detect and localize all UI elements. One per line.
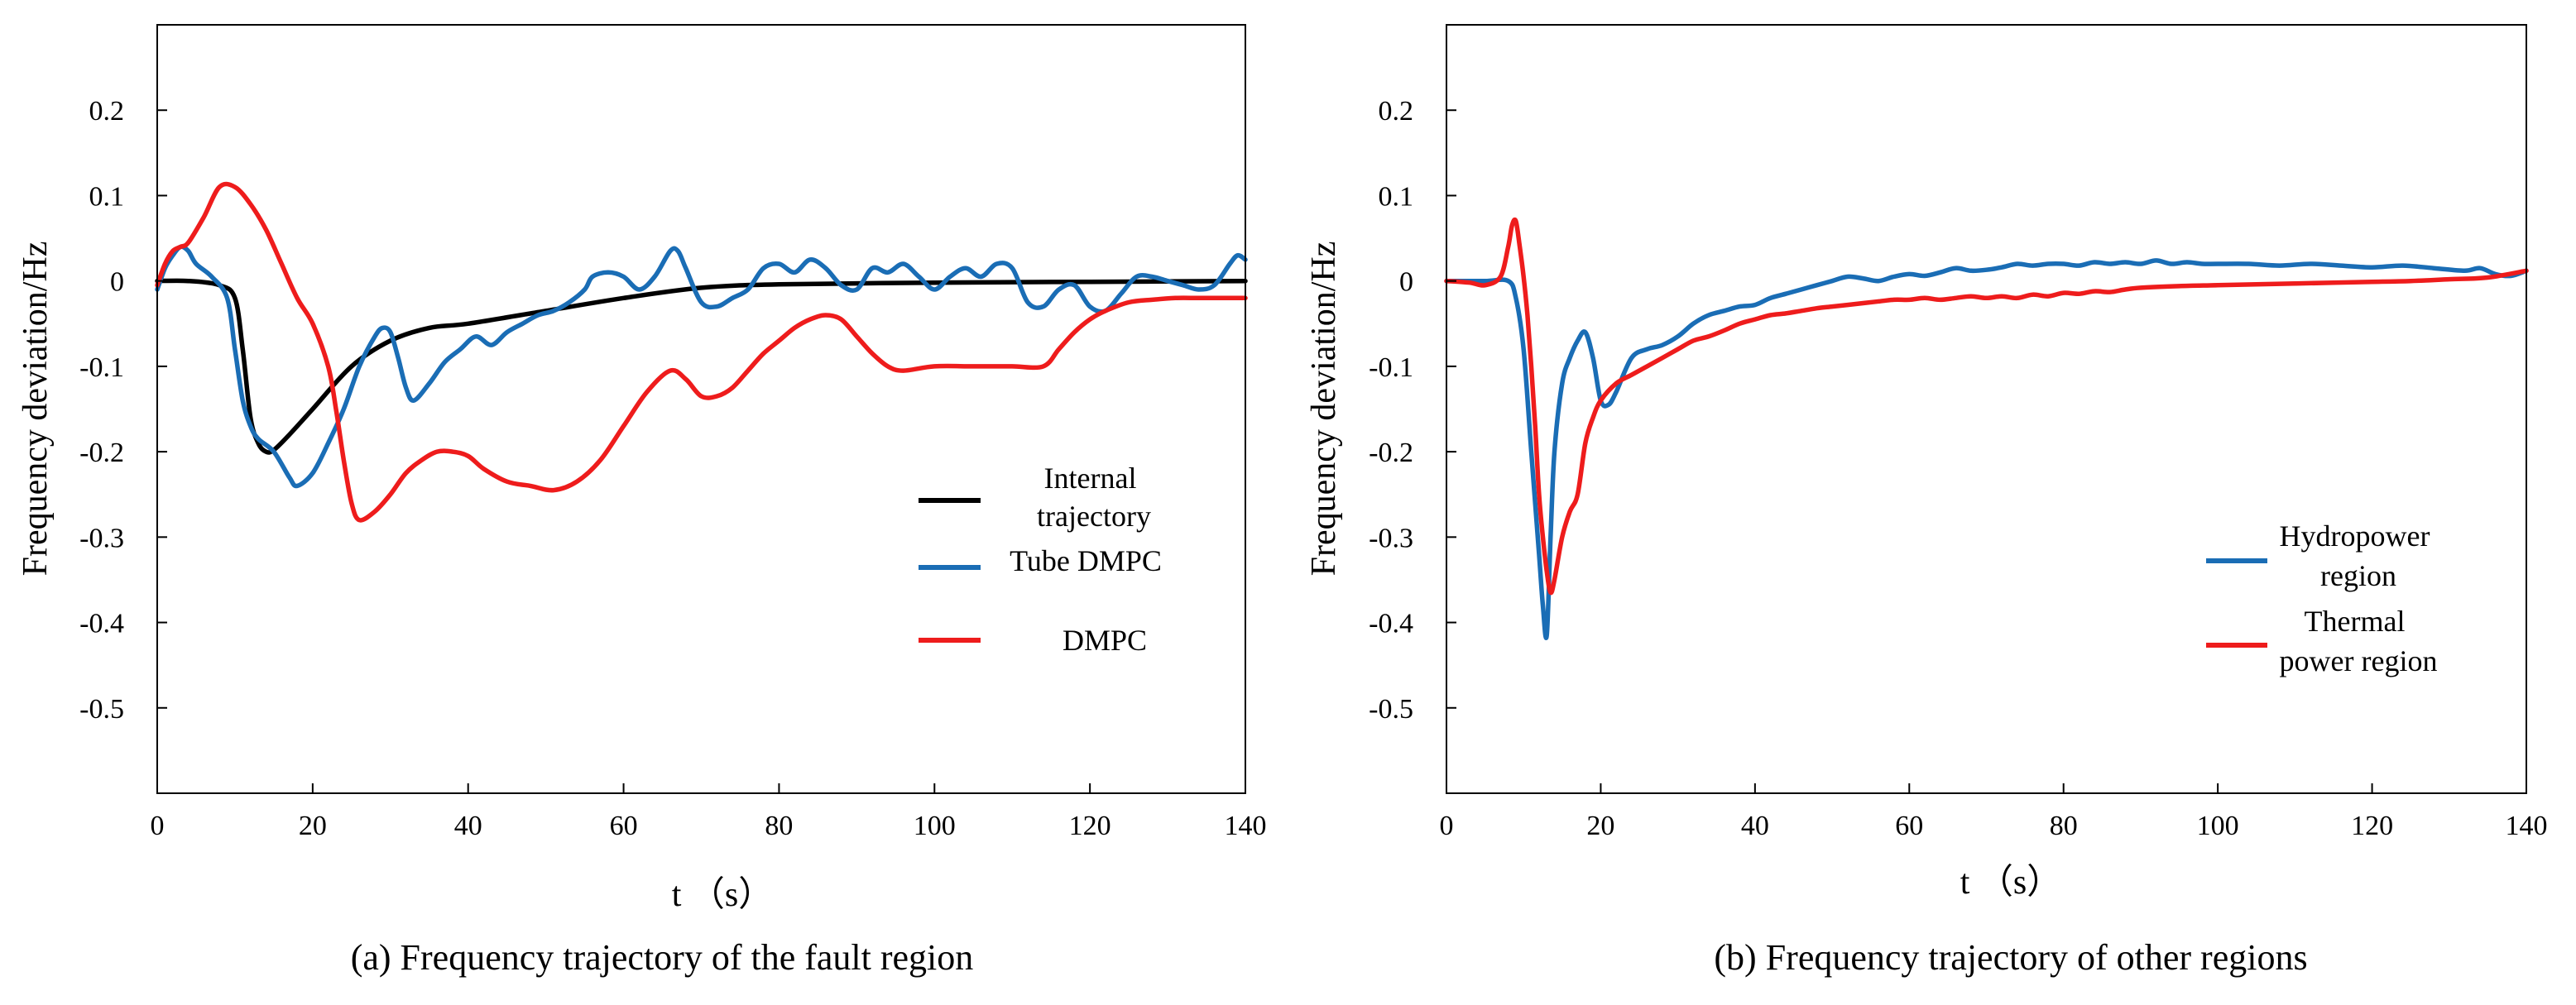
legend-b: Hydropower region Thermal power region [2206, 519, 2437, 677]
x-tick-label: 120 [2351, 811, 2393, 841]
y-tick-label: 0.1 [1379, 181, 1414, 212]
x-tick-label: 140 [1225, 811, 1267, 841]
y-tick-label: -0.3 [1369, 523, 1413, 553]
legend-label-internal: Internal trajectory [1037, 462, 1151, 533]
legend-a: Internal trajectory Tube DMPC DMPC [919, 462, 1162, 657]
x-tick-label: 20 [299, 811, 327, 841]
x-tick-label: 0 [1440, 811, 1454, 841]
x-tick-label: 140 [2506, 811, 2548, 841]
x-tick-label: 60 [610, 811, 638, 841]
x-tick-label: 80 [765, 811, 793, 841]
y-axis-label-b: Frequency deviation/Hz [1305, 242, 1343, 577]
plot-frame-a [156, 24, 1246, 794]
series-line-a-tube-dmpc [155, 244, 1248, 489]
y-tick-label: 0.2 [1379, 96, 1414, 127]
x-tick-label: 100 [2197, 811, 2239, 841]
legend-label-hydropower: Hydropower region [2280, 519, 2438, 592]
legend-label-tube-dmpc: Tube DMPC [1010, 544, 1162, 577]
caption-a: (a) Frequency trajectory of the fault re… [351, 937, 974, 978]
y-tick-label: 0.2 [89, 96, 125, 127]
x-tick-label: 80 [2050, 811, 2078, 841]
y-tick-label: -0.2 [79, 438, 124, 468]
series-line-b-thermal-power-region [1444, 217, 2529, 596]
plot-frame-b [1446, 24, 2527, 794]
legend-label-dmpc: DMPC [1063, 624, 1147, 657]
x-tick-label: 20 [1586, 811, 1614, 841]
chart-panel-a: 0 20 40 60 80 100 120 140 0.2 0.1 0 -0.1 -0.2 -0.3 -0.… [17, 24, 1267, 978]
caption-b: (b) Frequency trajectory of other region… [1714, 937, 2307, 978]
ticks-layer-b: 0 20 40 60 80 100 120 140 0.2 0.1 0 -0.1 -0.2 -0.3 -0.… [1369, 96, 2547, 841]
y-tick-label: -0.5 [1369, 694, 1413, 725]
y-tick-label: -0.4 [79, 609, 124, 639]
y-tick-label: -0.4 [1369, 609, 1413, 639]
y-tick-label: -0.5 [79, 694, 124, 725]
x-tick-label: 120 [1069, 811, 1111, 841]
series-layer-b [1444, 217, 2529, 640]
x-tick-label: 0 [151, 811, 165, 841]
series-line-a-dmpc [155, 181, 1248, 523]
y-tick-label: 0.1 [89, 181, 125, 212]
y-tick-label: 0 [1399, 267, 1413, 298]
y-tick-label: -0.1 [1369, 352, 1413, 383]
ticks-layer-a: 0 20 40 60 80 100 120 140 0.2 0.1 0 -0.1 -0.2 -0.3 -0.… [79, 96, 1266, 841]
x-tick-label: 100 [914, 811, 956, 841]
legend-label-thermal: Thermal power region [2280, 605, 2438, 677]
x-tick-label: 40 [1741, 811, 1769, 841]
x-axis-label-b: t （s） [1960, 864, 2062, 902]
y-tick-label: -0.2 [1369, 438, 1413, 468]
x-tick-label: 40 [454, 811, 482, 841]
series-layer-a [155, 181, 1248, 523]
series-line-a-internal-trajectory [155, 278, 1248, 455]
y-axis-label-a: Frequency deviation/Hz [17, 242, 55, 577]
y-tick-label: -0.3 [79, 523, 124, 553]
series-line-b-hydropower-region [1444, 258, 2529, 640]
x-tick-label: 60 [1895, 811, 1923, 841]
y-tick-label: 0 [110, 267, 124, 298]
x-axis-label-a: t （s） [672, 876, 774, 914]
chart-panel-b: 0 20 40 60 80 100 120 140 0.2 0.1 0 -0.1 -0.2 -0.3 -0.… [1305, 24, 2548, 978]
y-tick-label: -0.1 [79, 352, 124, 383]
